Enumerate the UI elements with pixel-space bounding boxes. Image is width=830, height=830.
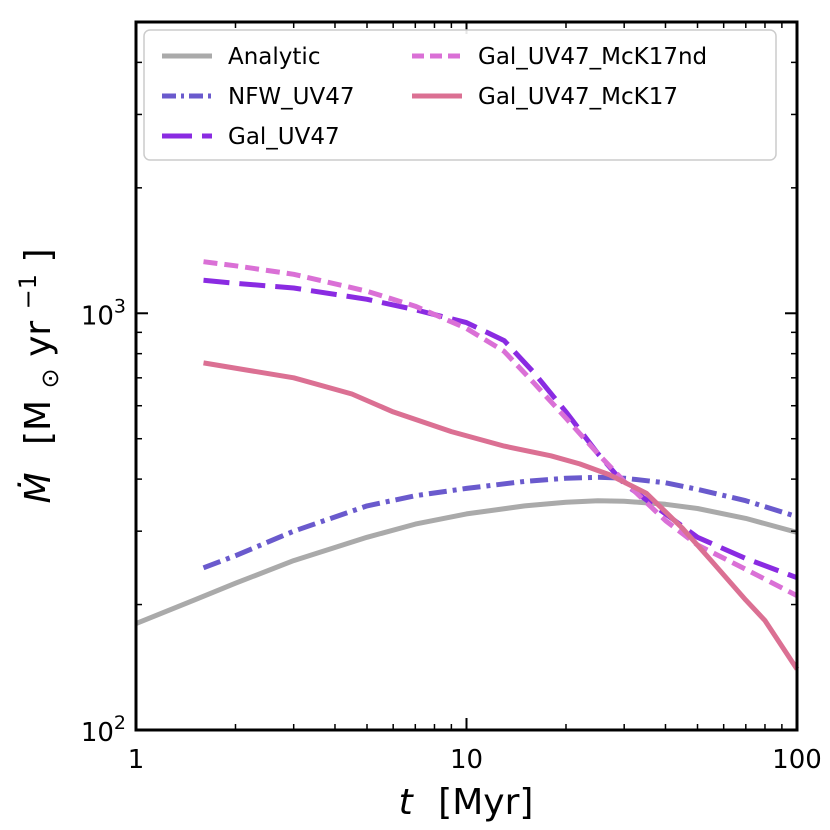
legend-label: Gal_UV47_McK17 — [478, 84, 678, 110]
x-axis-label: t [Myr] — [399, 782, 534, 823]
legend-label: Gal_UV47_McK17nd — [478, 44, 707, 70]
y-axis-symbol: Ṁ — [17, 472, 59, 503]
legend: Analytic NFW_UV47 Gal_UV47 Gal_UV47_McK17nd… — [143, 29, 777, 161]
y-tick-label: 102 — [81, 712, 126, 748]
y-axis-label: Ṁ [M ⊙ yr −1 ] — [4, 248, 67, 503]
x-tick-label: 1 — [128, 745, 145, 775]
series-line-analytic — [135, 498, 798, 626]
legend-label: NFW_UV47 — [228, 84, 355, 110]
y-axis-unit-sup: −1 — [14, 274, 42, 309]
y-axis-unit-mid: yr — [18, 321, 59, 357]
y-tick-label: 103 — [81, 295, 126, 331]
series-line-gal-uv47-mck17 — [203, 360, 800, 671]
legend-label: Gal_UV47 — [228, 124, 340, 150]
series-line-nfw-uv47 — [202, 474, 798, 571]
y-axis-unit-sub: ⊙ — [36, 368, 64, 388]
x-axis-unit: [Myr] — [438, 782, 533, 823]
x-axis-symbol: t — [399, 782, 415, 823]
x-tick-label: 10 — [450, 745, 483, 775]
x-tick-label: 100 — [772, 745, 822, 775]
y-axis-unit-post: ] — [18, 248, 59, 262]
series-layer — [135, 259, 800, 671]
legend-label: Analytic — [228, 44, 320, 70]
series-line-gal-uv47-mck17nd — [203, 259, 799, 598]
ticks-layer: 1 10 100 102 103 — [81, 21, 822, 775]
series-line-gal-uv47 — [203, 277, 798, 581]
y-axis-unit-pre: [M — [18, 400, 59, 445]
